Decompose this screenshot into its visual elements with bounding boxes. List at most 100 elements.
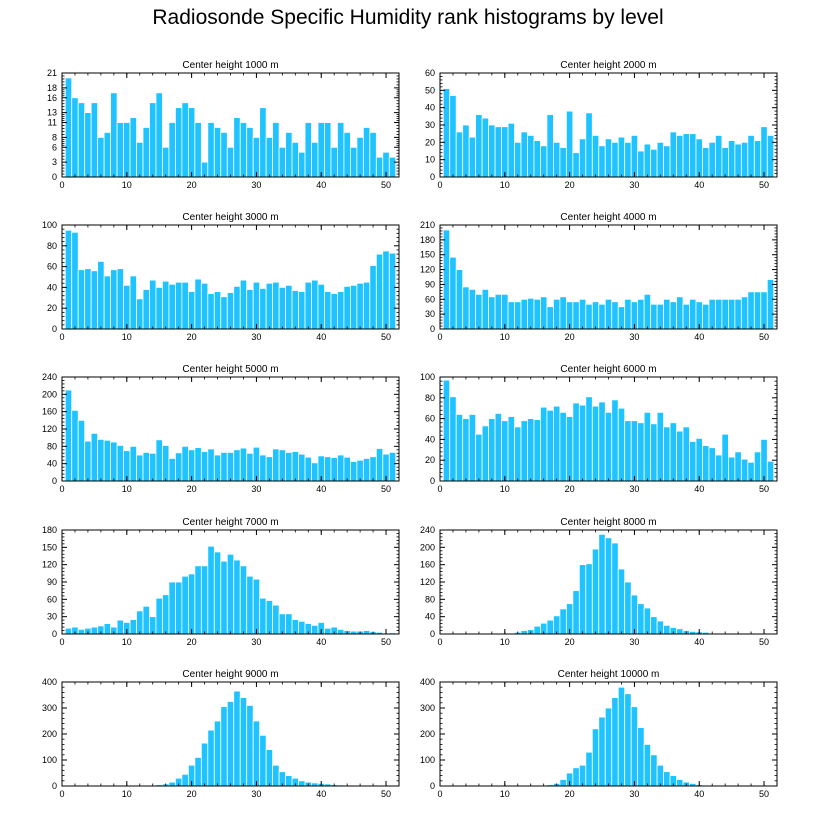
histogram-bar <box>220 706 228 787</box>
histogram-bar <box>650 616 658 635</box>
histogram-bar <box>226 451 235 482</box>
histogram-bar <box>116 122 124 178</box>
histogram-bar <box>559 147 567 178</box>
histogram-bar <box>455 131 464 178</box>
histogram-bar <box>304 122 312 178</box>
x-tick-label: 40 <box>316 484 326 494</box>
histogram-bar <box>578 298 587 330</box>
y-tick-label: 120 <box>420 265 435 275</box>
histogram-bar <box>129 117 137 178</box>
histogram-bar <box>676 779 684 787</box>
histogram-bar <box>753 140 762 178</box>
x-tick-label: 20 <box>565 789 575 799</box>
x-tick-label: 10 <box>500 484 510 494</box>
y-tick-label: 60 <box>425 68 435 78</box>
histogram-bar <box>136 610 144 635</box>
histogram-bar <box>369 456 377 482</box>
y-tick-label: 10 <box>425 155 435 165</box>
histogram-bar <box>591 134 600 178</box>
x-tick-label: 0 <box>59 484 64 494</box>
histogram-bar <box>494 126 502 178</box>
histogram-bar <box>181 281 189 330</box>
histogram-bar <box>77 419 86 482</box>
histogram-bar <box>194 757 202 787</box>
histogram-bar <box>252 136 261 178</box>
histogram-bar <box>656 411 664 482</box>
y-tick-label: 120 <box>420 577 435 587</box>
histogram-bar <box>207 545 215 635</box>
histogram-bar <box>64 389 73 482</box>
y-tick-label: 8 <box>52 132 57 142</box>
histogram-panel: Center height 2000 m 0 10 20 30 40 50 0 10 20 30 40… <box>425 60 778 190</box>
histogram-bar <box>643 744 652 787</box>
histogram-bar <box>540 406 548 482</box>
y-tick-label: 0 <box>430 781 435 791</box>
x-tick-label: 50 <box>381 789 391 799</box>
histogram-bar <box>766 460 775 482</box>
x-tick-label: 50 <box>381 484 391 494</box>
panel-title: Center height 4000 m <box>560 212 656 223</box>
histogram-bar <box>278 613 286 635</box>
histogram-bar <box>278 146 286 178</box>
histogram-bar <box>129 275 137 330</box>
histogram-bar <box>71 409 79 482</box>
histogram-bar <box>734 298 742 330</box>
histogram-bar <box>617 568 626 635</box>
panel-title: Center height 1000 m <box>182 60 278 71</box>
x-tick-label: 50 <box>381 180 391 190</box>
histogram-bar <box>591 548 600 635</box>
x-tick-label: 10 <box>122 484 132 494</box>
histogram-bar <box>155 597 163 635</box>
histogram-bar <box>90 102 99 178</box>
histogram-bar <box>624 141 632 178</box>
histogram-bar <box>278 449 286 482</box>
histogram-bar <box>604 707 613 787</box>
histogram-panel: Center height 3000 m 0 10 20 30 40 50 0 20 40 60 80… <box>42 212 400 342</box>
histogram-bar <box>77 269 86 330</box>
histogram-bar <box>630 706 639 787</box>
y-tick-label: 3 <box>52 157 57 167</box>
histogram-bar <box>624 581 632 635</box>
histogram-bar <box>369 132 377 178</box>
histogram-bar <box>740 296 749 330</box>
histogram-bar <box>546 409 554 482</box>
histogram-bar <box>116 445 124 482</box>
histogram-bar <box>475 433 483 482</box>
histogram-bar <box>356 282 364 330</box>
histogram-bar <box>481 288 490 330</box>
histogram-bar <box>734 143 742 178</box>
histogram-bar <box>298 453 306 482</box>
panel-title: Center height 2000 m <box>560 60 656 71</box>
histogram-bar <box>298 780 306 787</box>
histogram-bar <box>233 559 241 635</box>
histogram-bar <box>356 459 364 482</box>
x-tick-label: 40 <box>694 637 704 647</box>
histogram-bar <box>356 136 364 178</box>
y-tick-label: 90 <box>47 577 57 587</box>
histogram-bar <box>362 458 371 482</box>
x-tick-label: 40 <box>694 180 704 190</box>
histogram-panel: Center height 10000 m 0 10 20 30 40 50 0 100 200 3… <box>420 669 778 799</box>
histogram-bar <box>64 229 73 330</box>
histogram-bar <box>246 127 254 178</box>
histogram-bar <box>676 134 684 178</box>
histogram-bar <box>650 423 658 482</box>
histogram-bar <box>695 138 703 178</box>
histogram-bar <box>136 298 144 330</box>
histogram-bar <box>337 122 345 178</box>
histogram-bar <box>695 437 703 482</box>
histogram-bar <box>311 279 319 330</box>
histogram-bar <box>585 751 593 787</box>
histogram-bar <box>481 425 490 482</box>
histogram-bar <box>676 628 684 635</box>
histogram-bar <box>598 303 606 330</box>
histogram-bar <box>226 146 235 178</box>
y-tick-label: 0 <box>430 172 435 182</box>
histogram-bar <box>123 284 131 330</box>
histogram-bar <box>285 284 293 330</box>
y-tick-label: 160 <box>420 560 435 570</box>
y-tick-label: 0 <box>52 629 57 639</box>
histogram-bar <box>213 127 222 178</box>
x-tick-label: 30 <box>629 789 639 799</box>
